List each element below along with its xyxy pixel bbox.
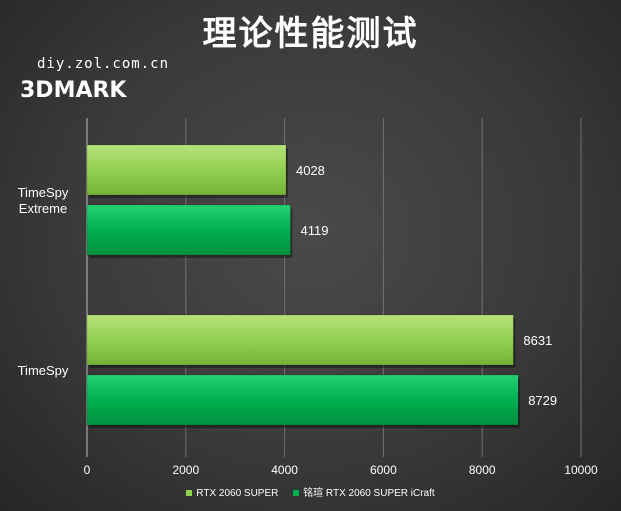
legend-swatch-series-2 xyxy=(293,490,300,497)
bar-2-2 xyxy=(86,374,519,426)
benchmark-label: 3DMARK xyxy=(20,78,127,103)
bar-1-1 xyxy=(86,144,287,196)
bars xyxy=(86,144,521,428)
source-label: diy.zol.com.cn xyxy=(37,56,170,72)
x-tick-label: 10000 xyxy=(564,463,598,477)
x-tick-label: 6000 xyxy=(370,463,397,477)
category-label: TimeSpy xyxy=(18,363,69,378)
labels: 0 2000 4000 6000 8000 1000040284119TimeSpyExt… xyxy=(18,163,598,477)
legend-label-series-2: 铭瑄 RTX 2060 SUPER iCraft xyxy=(303,488,435,499)
legend-item-series-1: RTX 2060 SUPER xyxy=(186,488,278,499)
x-tick-label: 0 xyxy=(84,463,91,477)
bar-1-2 xyxy=(86,314,514,366)
chart-title: 理论性能测试 xyxy=(202,14,419,54)
data-label: 4119 xyxy=(300,223,328,238)
data-label: 8631 xyxy=(523,333,552,348)
bar-2-1 xyxy=(86,204,291,256)
x-tick-label: 8000 xyxy=(469,463,496,477)
data-label: 8729 xyxy=(528,393,557,408)
legend: RTX 2060 SUPER 铭瑄 RTX 2060 SUPER iCraft xyxy=(0,484,621,499)
category-label: TimeSpy xyxy=(18,185,69,200)
legend-label-series-1: RTX 2060 SUPER xyxy=(196,488,279,499)
legend-item-series-2: 铭瑄 RTX 2060 SUPER iCraft xyxy=(293,484,435,499)
data-label: 4028 xyxy=(296,163,325,178)
category-label: Extreme xyxy=(19,201,67,216)
x-tick-label: 2000 xyxy=(172,463,199,477)
x-tick-label: 4000 xyxy=(271,463,298,477)
legend-swatch-series-1 xyxy=(186,490,193,497)
